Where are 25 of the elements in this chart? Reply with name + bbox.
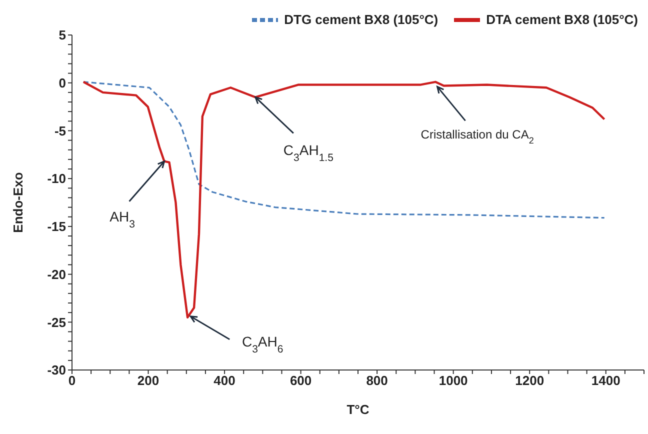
annotation: AH$_{3}$ xyxy=(110,208,136,230)
x-tick-label: 200 xyxy=(137,373,160,388)
y-tick-label: 5 xyxy=(58,28,66,43)
y-tick-label: -10 xyxy=(47,171,66,186)
x-tick-label: 1000 xyxy=(438,373,468,388)
legend-label: DTA cement BX8 (105°C) xyxy=(485,12,638,27)
x-tick-label: 1400 xyxy=(591,373,620,388)
x-tick-label: 400 xyxy=(214,373,236,388)
x-tick-label: 1200 xyxy=(515,373,544,388)
y-axis-title: Endo-Exo xyxy=(10,172,26,233)
x-axis-title: T°C xyxy=(346,402,370,417)
y-tick-label: -25 xyxy=(47,314,66,330)
y-tick-label: -30 xyxy=(47,362,66,378)
y-tick-label: -20 xyxy=(47,266,66,282)
line-series xyxy=(82,80,606,318)
x-tick-label: 600 xyxy=(290,373,312,388)
y-tick-label: -15 xyxy=(47,219,66,234)
annotation: C$_{3}$AH$_{6}$ xyxy=(242,333,284,356)
y-tick-label: 0 xyxy=(58,75,66,90)
x-tick-label: 0 xyxy=(68,373,76,388)
annotation: C$_{3}$AH$_{1.5}$ xyxy=(283,142,334,164)
y-tick-label: -5 xyxy=(54,123,66,138)
legend-label: DTG cement BX8 (105°C) xyxy=(283,12,438,27)
annotation: Cristallisation du CA$_{2}$ xyxy=(420,128,534,146)
x-tick-label: 800 xyxy=(366,373,388,388)
